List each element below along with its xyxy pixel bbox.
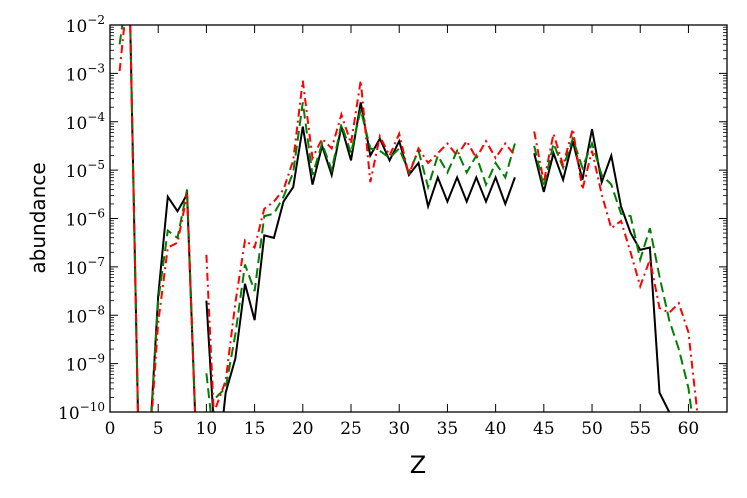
x-tick-label: 35 [437, 419, 459, 439]
y-tick-label: 10−7 [66, 255, 105, 279]
series-2-line-2 [150, 189, 197, 412]
tick-layer: 0 5 10 15 20 25 30 35 40 45 50 55 60 10−10 10−9 10−8 10−… [58, 13, 727, 439]
x-tick-label: 45 [533, 419, 555, 439]
x-tick-label: 20 [292, 419, 314, 439]
series-1-line-5 [533, 128, 671, 412]
series-3-line-1 [118, 25, 139, 412]
y-tick-label: 10−8 [66, 303, 105, 327]
x-tick-label: 10 [196, 419, 218, 439]
x-tick-label: 55 [629, 419, 651, 439]
series-1-line-3 [205, 300, 215, 412]
y-tick-label: 10−6 [66, 207, 105, 231]
series-3-line-3 [205, 254, 215, 412]
series-2-line-5 [533, 135, 693, 412]
y-tick-label: 10−5 [66, 158, 105, 182]
y-axis-label: abundance [26, 162, 50, 273]
series-3-line-2 [150, 194, 197, 412]
x-tick-label: 40 [485, 419, 507, 439]
plot-frame [109, 24, 728, 413]
x-tick-label: 15 [244, 419, 266, 439]
x-tick-label: 60 [678, 419, 700, 439]
series-layer [118, 25, 699, 412]
x-tick-label: 0 [105, 419, 116, 439]
x-tick-label: 50 [581, 419, 603, 439]
y-tick-label: 10−9 [66, 352, 105, 376]
series-3-line-4 [215, 80, 516, 408]
y-tick-label: 10−3 [66, 61, 105, 85]
x-tick-label: 5 [153, 419, 164, 439]
y-tick-label: 10−4 [66, 110, 106, 134]
y-tick-label: 10−2 [66, 13, 105, 37]
series-3-line-5 [533, 128, 699, 412]
x-tick-label: 25 [340, 419, 362, 439]
x-tick-label: 30 [388, 419, 410, 439]
y-tick-label: 10−10 [58, 400, 105, 424]
x-axis-label: Z [410, 451, 426, 479]
